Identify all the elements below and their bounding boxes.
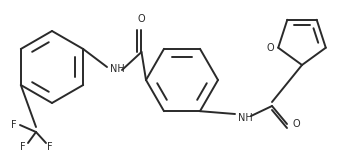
Text: NH: NH — [238, 113, 253, 123]
Text: F: F — [47, 142, 53, 152]
Text: NH: NH — [110, 64, 125, 74]
Text: O: O — [266, 43, 274, 53]
Text: F: F — [20, 142, 26, 152]
Text: F: F — [11, 120, 17, 130]
Text: O: O — [293, 119, 301, 129]
Text: O: O — [138, 14, 145, 24]
